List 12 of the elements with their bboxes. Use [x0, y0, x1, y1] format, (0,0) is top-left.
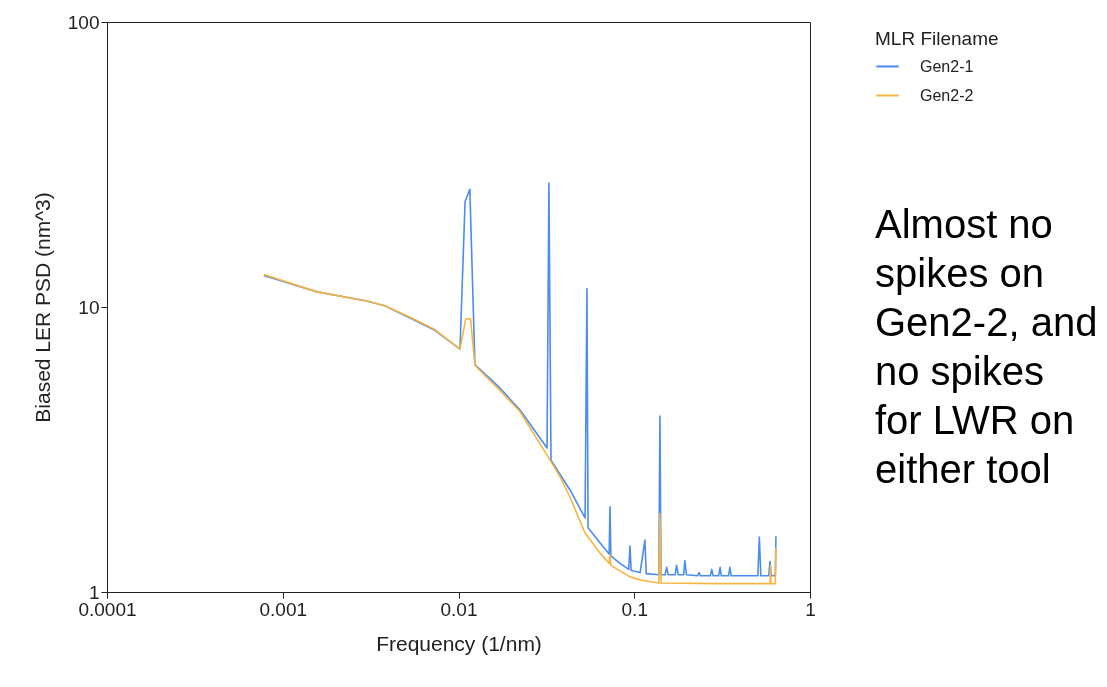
- x-tick-label: 0.001: [259, 598, 308, 620]
- legend-label: Gen2-1: [920, 57, 974, 75]
- x-tick-label: 1: [805, 598, 816, 620]
- y-tick-label: 100: [67, 11, 100, 33]
- text: Almost no spikes on Gen2-2, and no spikes for LWR on either tool: [875, 201, 1099, 493]
- y-tick-label: 10: [78, 296, 100, 318]
- legend-title: MLR Filename: [875, 28, 999, 49]
- legend-label: Gen2-2: [920, 86, 974, 104]
- x-tick-label: 0.1: [621, 598, 648, 620]
- x-tick-label: 0.01: [440, 598, 478, 620]
- y-axis-title: Biased LER PSD (nm^3): [30, 192, 54, 423]
- x-axis-title: Frequency (1/nm): [376, 631, 542, 655]
